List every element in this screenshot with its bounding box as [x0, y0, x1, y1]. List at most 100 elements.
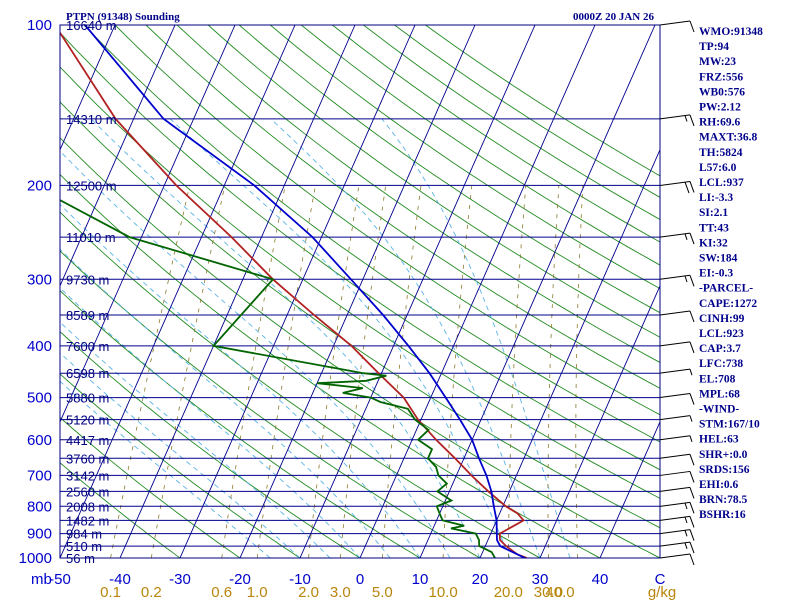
moist-adiabat — [60, 248, 391, 558]
wind-barb-flag — [689, 553, 695, 566]
wind-barb — [659, 114, 695, 127]
mixing-ratio-label: 40.0 — [545, 584, 574, 600]
wind-barb-staff — [659, 232, 691, 238]
index-item: LFC:738 — [699, 358, 743, 370]
height-label: 2008 m — [66, 499, 109, 514]
dry-adiabat — [60, 66, 660, 499]
wind-barb-flag — [689, 114, 695, 127]
index-item: EI:-0.3 — [699, 268, 733, 280]
index-item: EHI:0.6 — [699, 479, 739, 491]
temperature-tick-label: 0 — [356, 571, 364, 588]
mixing-ratio-line — [339, 185, 387, 558]
moist-adiabat — [60, 380, 271, 558]
index-item: BSHR:16 — [699, 509, 746, 521]
mixing-ratio-label: 1.0 — [247, 584, 268, 600]
wind-barb-flag — [689, 232, 695, 245]
wind-barb-flag — [689, 516, 695, 528]
height-label: 12500 m — [66, 178, 117, 193]
wind-barb — [659, 393, 695, 405]
dewpoint-profile — [60, 199, 496, 558]
wind-barb-staff — [659, 393, 691, 399]
mixing-ratio-unit-label: g/kg — [648, 584, 676, 600]
index-item: MW:23 — [699, 56, 736, 68]
mixing-ratio-line — [507, 185, 527, 558]
wind-barb-half-flag — [684, 542, 688, 549]
index-item: CINH:99 — [699, 313, 745, 325]
index-item: KI:32 — [699, 237, 728, 249]
wind-barb — [659, 541, 695, 554]
index-item: MAXT:36.8 — [699, 132, 757, 144]
pressure-labels: 100 200 300 400 500 600 700 800 900 1000 mb — [19, 17, 52, 588]
height-label: 984 m — [66, 527, 102, 542]
mixing-ratio-line — [308, 185, 360, 558]
wind-barb-flag — [684, 181, 690, 194]
wind-barb — [659, 486, 695, 499]
mixing-ratio-label: 20.0 — [494, 584, 523, 600]
temperature-tick-label: -30 — [169, 571, 191, 588]
profiles — [60, 25, 528, 558]
height-label: 56 m — [66, 551, 95, 566]
height-label: 5120 m — [66, 413, 109, 428]
dry-adiabat — [60, 331, 361, 558]
wind-barb — [659, 501, 695, 514]
wind-barb — [659, 453, 695, 466]
moist-adiabat — [60, 203, 421, 558]
wind-barb-flag — [689, 529, 695, 541]
wind-barb-half-flag — [689, 369, 693, 376]
isotherm — [60, 25, 176, 287]
index-item: SW:184 — [699, 253, 738, 265]
wind-barb-flag — [689, 310, 695, 323]
moist-adiabat — [60, 287, 361, 558]
wind-barb-flag — [689, 20, 695, 33]
mixing-ratio-line — [442, 185, 473, 558]
station-title: PTPN (91348) Sounding — [66, 11, 180, 23]
index-item: TH:5824 — [699, 147, 743, 159]
isotherm — [179, 25, 416, 558]
background-lines — [60, 25, 660, 558]
wind-barb-half-flag — [689, 415, 693, 422]
wind-barb-half-flag — [684, 530, 688, 537]
height-labels: 16640 m 14310 m 12500 m 11010 m 9730 m 8589 m… — [66, 18, 117, 566]
moist-adiabat — [169, 118, 511, 558]
pressure-tick-label: 100 — [27, 17, 52, 34]
wind-barb-flag — [689, 541, 695, 554]
wind-barb-staff — [659, 20, 691, 26]
mixing-ratio-line — [256, 185, 316, 558]
mixing-ratio-label: 0.6 — [211, 584, 232, 600]
wind-barb-flag — [689, 341, 695, 354]
isotherm — [60, 25, 236, 424]
wind-barb-half-flag — [684, 516, 688, 524]
height-label: 6598 m — [66, 366, 109, 381]
wind-barb — [659, 529, 695, 541]
index-item: CAPE:1272 — [699, 298, 757, 310]
index-item: LCL:923 — [699, 328, 744, 340]
temperature-tick-label: 40 — [592, 571, 609, 588]
moist-adiabat — [381, 118, 571, 558]
wind-barb-half-flag — [684, 275, 688, 283]
index-item: LCL:937 — [699, 177, 744, 189]
isotherm — [60, 25, 296, 558]
dry-adiabat — [60, 31, 660, 471]
height-label: 11010 m — [66, 230, 116, 245]
pressure-unit-label: mb — [31, 571, 52, 588]
height-label: 3760 m — [66, 451, 109, 466]
wind-barb-staff — [659, 470, 691, 476]
height-label: 9730 m — [66, 272, 109, 287]
pressure-tick-label: 700 — [27, 467, 52, 484]
mixing-ratio-label: 2.0 — [298, 584, 319, 600]
index-item: SHR+:0.0 — [699, 449, 748, 461]
wind-barb-half-flag — [684, 115, 688, 122]
wind-barb-staff — [659, 368, 691, 374]
index-item: SRDS:156 — [699, 464, 750, 476]
wind-barb-staff — [659, 310, 691, 316]
moist-adiabat — [90, 118, 481, 558]
wind-barb-half-flag — [684, 233, 688, 240]
height-label: 14310 m — [66, 112, 117, 127]
index-item: CAP:3.7 — [699, 343, 741, 355]
wind-barb-flag — [689, 181, 695, 193]
mixing-ratio-line — [547, 185, 560, 558]
height-label: 510 m — [66, 539, 102, 554]
isotherm — [419, 25, 656, 558]
index-item: RH:69.6 — [699, 117, 740, 129]
